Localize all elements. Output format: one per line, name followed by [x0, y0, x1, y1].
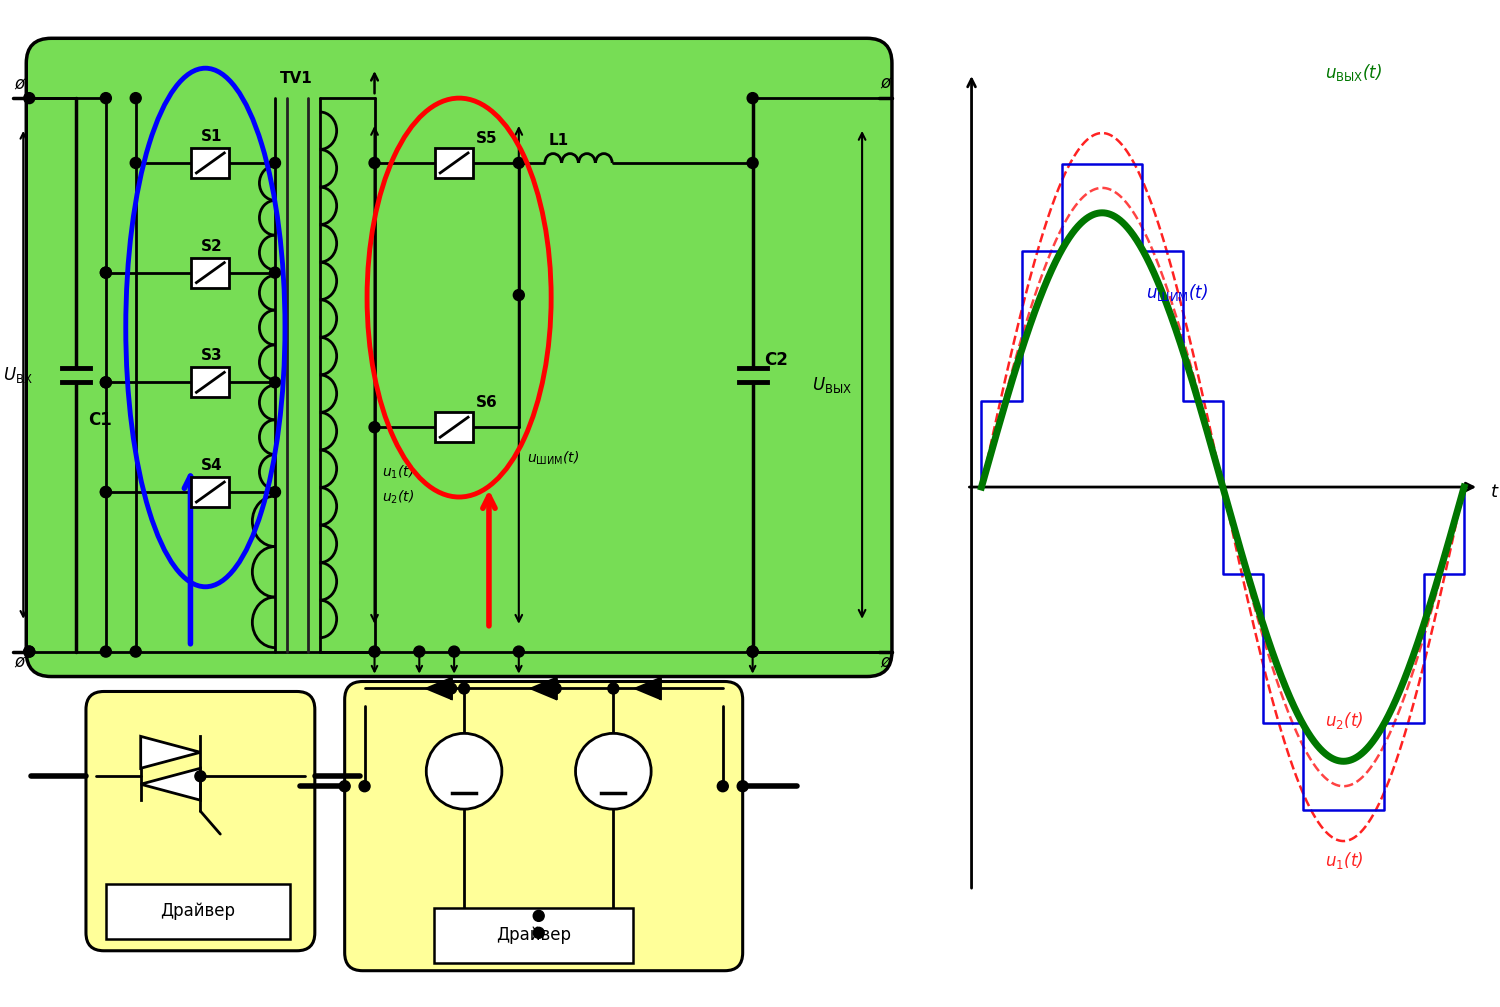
- Circle shape: [448, 646, 459, 658]
- Text: S6: S6: [476, 396, 498, 410]
- Polygon shape: [531, 679, 555, 699]
- Text: U$_{\mathsf{BX}}$: U$_{\mathsf{BX}}$: [3, 365, 33, 385]
- Circle shape: [100, 646, 111, 658]
- Circle shape: [532, 910, 544, 921]
- Circle shape: [459, 683, 470, 694]
- Circle shape: [100, 267, 111, 278]
- Text: L1: L1: [549, 133, 568, 148]
- Circle shape: [100, 267, 111, 278]
- Circle shape: [608, 683, 619, 694]
- Text: S5: S5: [476, 131, 498, 146]
- Text: Драйвер: Драйвер: [160, 902, 236, 920]
- Text: t: t: [1491, 483, 1498, 501]
- Text: S2: S2: [201, 239, 222, 254]
- Circle shape: [270, 486, 280, 497]
- Bar: [106, 884, 290, 939]
- Circle shape: [513, 290, 525, 300]
- Polygon shape: [141, 736, 201, 768]
- Circle shape: [747, 157, 758, 168]
- Text: ø: ø: [13, 654, 24, 672]
- Circle shape: [270, 267, 280, 278]
- Circle shape: [270, 157, 280, 168]
- Circle shape: [130, 93, 141, 104]
- Text: S3: S3: [201, 348, 222, 364]
- Circle shape: [130, 157, 141, 168]
- Text: ø: ø: [880, 654, 890, 672]
- Circle shape: [513, 646, 525, 658]
- Circle shape: [130, 646, 141, 658]
- FancyBboxPatch shape: [86, 692, 315, 951]
- Circle shape: [100, 93, 111, 104]
- Text: S4: S4: [201, 458, 222, 473]
- Text: u$_{\mathsf{ШИМ}}$(t): u$_{\mathsf{ШИМ}}$(t): [526, 449, 579, 466]
- Bar: [192, 258, 230, 288]
- Circle shape: [513, 157, 525, 168]
- Circle shape: [414, 646, 424, 658]
- Circle shape: [532, 927, 544, 939]
- Circle shape: [550, 683, 561, 694]
- Text: u$_{\mathsf{ВЫХ}}$(t): u$_{\mathsf{ВЫХ}}$(t): [1324, 62, 1382, 84]
- Circle shape: [369, 646, 380, 658]
- Polygon shape: [427, 679, 451, 699]
- Circle shape: [576, 733, 651, 810]
- Circle shape: [426, 733, 502, 810]
- FancyBboxPatch shape: [27, 38, 892, 677]
- Polygon shape: [636, 679, 660, 699]
- Circle shape: [747, 646, 758, 658]
- Text: ø: ø: [880, 75, 890, 92]
- Circle shape: [100, 377, 111, 388]
- Text: u$_2$(t): u$_2$(t): [382, 489, 416, 507]
- Circle shape: [747, 646, 758, 658]
- Circle shape: [369, 157, 380, 168]
- Circle shape: [339, 780, 350, 792]
- Circle shape: [736, 780, 748, 792]
- Circle shape: [24, 646, 34, 658]
- Polygon shape: [141, 768, 201, 801]
- Text: C2: C2: [765, 350, 789, 369]
- Text: TV1: TV1: [280, 71, 312, 87]
- Circle shape: [24, 93, 34, 104]
- Bar: [433, 908, 633, 963]
- Text: u$_2$(t): u$_2$(t): [1324, 710, 1364, 731]
- FancyBboxPatch shape: [345, 682, 742, 971]
- Circle shape: [100, 486, 111, 497]
- Circle shape: [446, 683, 456, 694]
- Bar: [435, 412, 472, 442]
- Circle shape: [717, 780, 729, 792]
- Circle shape: [369, 422, 380, 433]
- Text: u$_1$(t): u$_1$(t): [1324, 850, 1364, 871]
- Text: C1: C1: [88, 411, 111, 429]
- Circle shape: [100, 377, 111, 388]
- Bar: [192, 368, 230, 398]
- Text: u$_{\mathsf{ШИМ}}$(t): u$_{\mathsf{ШИМ}}$(t): [1146, 282, 1208, 302]
- Circle shape: [24, 646, 34, 658]
- Circle shape: [195, 770, 206, 781]
- Text: u$_1$(t): u$_1$(t): [382, 464, 416, 481]
- Text: S1: S1: [201, 129, 222, 144]
- Circle shape: [358, 780, 370, 792]
- Text: ø: ø: [13, 76, 24, 93]
- Circle shape: [747, 93, 758, 104]
- Circle shape: [270, 377, 280, 388]
- Text: Драйвер: Драйвер: [496, 926, 572, 945]
- Text: U$_{\mathsf{ВЫХ}}$: U$_{\mathsf{ВЫХ}}$: [812, 375, 852, 395]
- Bar: [897, 1, 1494, 1006]
- Bar: [192, 477, 230, 507]
- Bar: [435, 148, 472, 178]
- Bar: [192, 148, 230, 178]
- Circle shape: [100, 486, 111, 497]
